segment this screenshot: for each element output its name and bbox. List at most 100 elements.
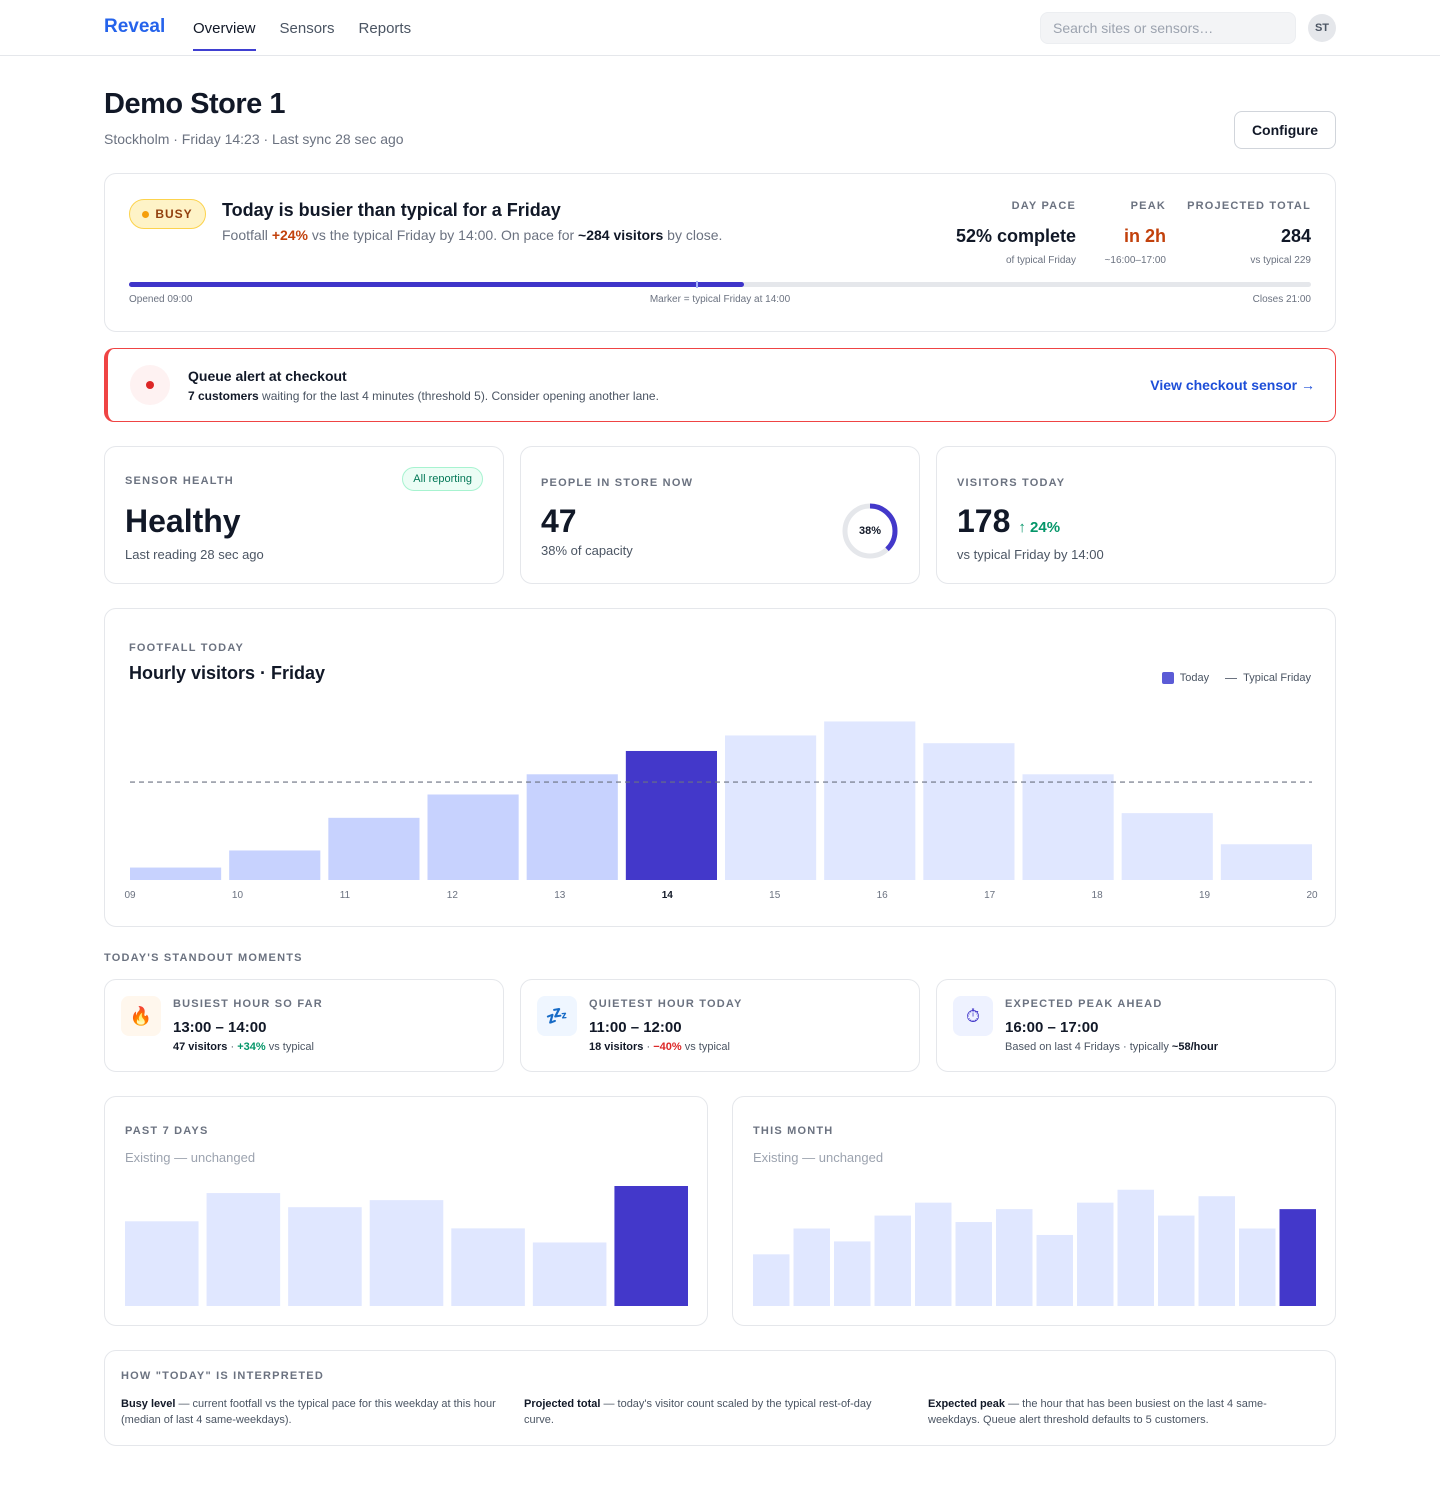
busy-headline: Today is busier than typical for a Frida… [222,200,561,220]
stat-sub: of typical Friday [1005,255,1076,266]
alert-desc-rest: waiting for the last 4 minutes (threshol… [258,389,659,403]
stat-sub: vs typical 229 [1250,255,1311,266]
visitors-today-card: VISITORS TODAY 178 ↑ 24% vs typical Frida… [936,446,1336,584]
busy-dot-icon [142,210,150,218]
chart-overline: FOOTFALL TODAY [129,642,244,654]
legend-typical: Typical Friday [1225,672,1311,684]
stat-label: PEAK [1130,200,1166,212]
legend-typical-label: Typical Friday [1243,672,1311,684]
busy-badge: BUSY [129,199,206,229]
footfall-chart: 09 10 11 12 13 14 15 16 17 18 19 20 [124,721,1318,901]
mini-bar [369,1200,444,1306]
mini-bar [753,1254,790,1306]
kpi-value: 178 [957,503,1011,539]
moment-time: 16:00 – 17:00 [1005,1019,1099,1036]
stat-value: 52% complete [955,226,1076,246]
moment-title: EXPECTED PEAK AHEAD [1005,998,1163,1010]
past-7-days-card: PAST 7 DAYS Existing — unchanged [104,1096,708,1326]
footfall-bar-09 [130,867,222,880]
logo[interactable]: Reveal [104,16,166,37]
tab-reports[interactable]: Reports [358,19,412,37]
mini-bar [1198,1196,1235,1306]
search-input[interactable] [1040,12,1296,44]
mini-bar [793,1228,830,1306]
footfall-bar-13 [526,774,618,880]
busy-desc-middle: vs the typical Friday by 14:00. On pace … [308,227,579,243]
moment-time: 13:00 – 14:00 [173,1019,267,1036]
avatar[interactable]: ST [1308,14,1336,42]
fire-icon: 🔥 [121,996,161,1036]
moment-time: 11:00 – 12:00 [589,1019,682,1036]
footfall-bar-11 [328,817,420,880]
legend-typical-swatch [1225,677,1238,679]
this-month-chart [753,1189,1316,1306]
view-checkout-sensor-link[interactable]: View checkout sensor → [1150,377,1315,393]
mini-bar [1077,1202,1114,1306]
moment-title: QUIETEST HOUR TODAY [589,998,743,1010]
busy-badge-label: BUSY [155,207,193,221]
mini-bar [834,1241,871,1306]
stat-day-pace: DAY PACE 52% complete of typical Friday [956,200,1076,266]
mini-bar [955,1222,992,1306]
mini-bar [1279,1209,1316,1306]
tab-overview[interactable]: Overview [193,0,256,56]
kpi-label: VISITORS TODAY [957,477,1066,489]
pace-label-close: Closes 21:00 [1252,294,1311,305]
standout-section-label: TODAY'S STANDOUT MOMENTS [104,952,303,964]
moment-desc: 18 visitors · −40% vs typical [589,1041,730,1053]
x-tick-label: 20 [1306,890,1318,901]
x-tick-label: 09 [124,890,136,901]
x-tick-label: 16 [877,890,889,901]
alert-dot-icon [130,365,170,405]
interp-busy-level: Busy level — current footfall vs the typ… [121,1398,496,1426]
kpi-value: Healthy [125,503,241,539]
mini-bar [1036,1234,1073,1306]
kpi-label: PEOPLE IN STORE NOW [541,477,694,489]
configure-button[interactable]: Configure [1234,111,1336,149]
donut-arc [842,503,898,559]
stat-label: DAY PACE [1011,200,1076,212]
mini-sub: Existing — unchanged [125,1150,256,1165]
timer-icon: ⏱ [953,996,993,1036]
kpi-sub: vs typical Friday by 14:00 [957,547,1104,562]
tab-sensors[interactable]: Sensors [279,19,335,37]
x-tick-label: 12 [447,890,459,901]
capacity-donut [842,503,898,559]
sleep-icon: 💤 [537,996,577,1036]
busy-desc-suffix: by close. [663,227,723,243]
interp-expected-peak: Expected peak — the hour that has been b… [928,1398,1267,1426]
footfall-bar-10 [229,850,321,880]
top-nav: Reveal Overview Sensors Reports ST [0,0,1440,56]
kpi-value-row: 178 ↑ 24% [957,503,1060,540]
stat-value: 284 [1280,226,1311,246]
this-month-card: THIS MONTH Existing — unchanged [732,1096,1336,1326]
footfall-bar-14 [625,750,717,880]
mini-bar [915,1202,952,1306]
mini-bar [451,1228,525,1306]
kpi-label: SENSOR HEALTH [125,475,234,487]
page-title: Demo Store 1 [104,88,285,120]
x-tick-label: 11 [340,890,351,901]
chart-legend: Today Typical Friday [1161,672,1311,684]
pace-typical-marker [696,281,699,288]
busy-description: Footfall +24% vs the typical Friday by 1… [222,227,722,243]
alert-title: Queue alert at checkout [188,368,347,384]
footfall-chart-card: FOOTFALL TODAY Hourly visitors · Friday … [104,608,1336,927]
moment-title: BUSIEST HOUR SO FAR [173,998,323,1010]
stat-sub: ~16:00–17:00 [1104,255,1166,266]
stat-peak: PEAK in 2h ~16:00–17:00 [1105,200,1166,266]
kpi-value: 47 [541,503,577,539]
pace-label-open: Opened 09:00 [129,294,193,305]
past-7-days-chart [125,1186,688,1306]
mini-title: PAST 7 DAYS [125,1125,209,1137]
moment-desc: 47 visitors · +34% vs typical [173,1041,314,1053]
busy-banner: BUSY Today is busier than typical for a … [104,173,1336,332]
stat-projected-total: PROJECTED TOTAL 284 vs typical 229 [1187,200,1311,266]
legend-today: Today [1161,672,1209,684]
queue-alert: Queue alert at checkout 7 customers wait… [104,348,1336,422]
busy-desc-visitors: ~284 visitors [578,227,664,243]
stat-label: PROJECTED TOTAL [1187,200,1311,212]
pace-label-marker: Marker = typical Friday at 14:00 [649,294,791,305]
x-tick-label: 14 [662,890,674,901]
x-tick-label: 18 [1092,890,1104,901]
